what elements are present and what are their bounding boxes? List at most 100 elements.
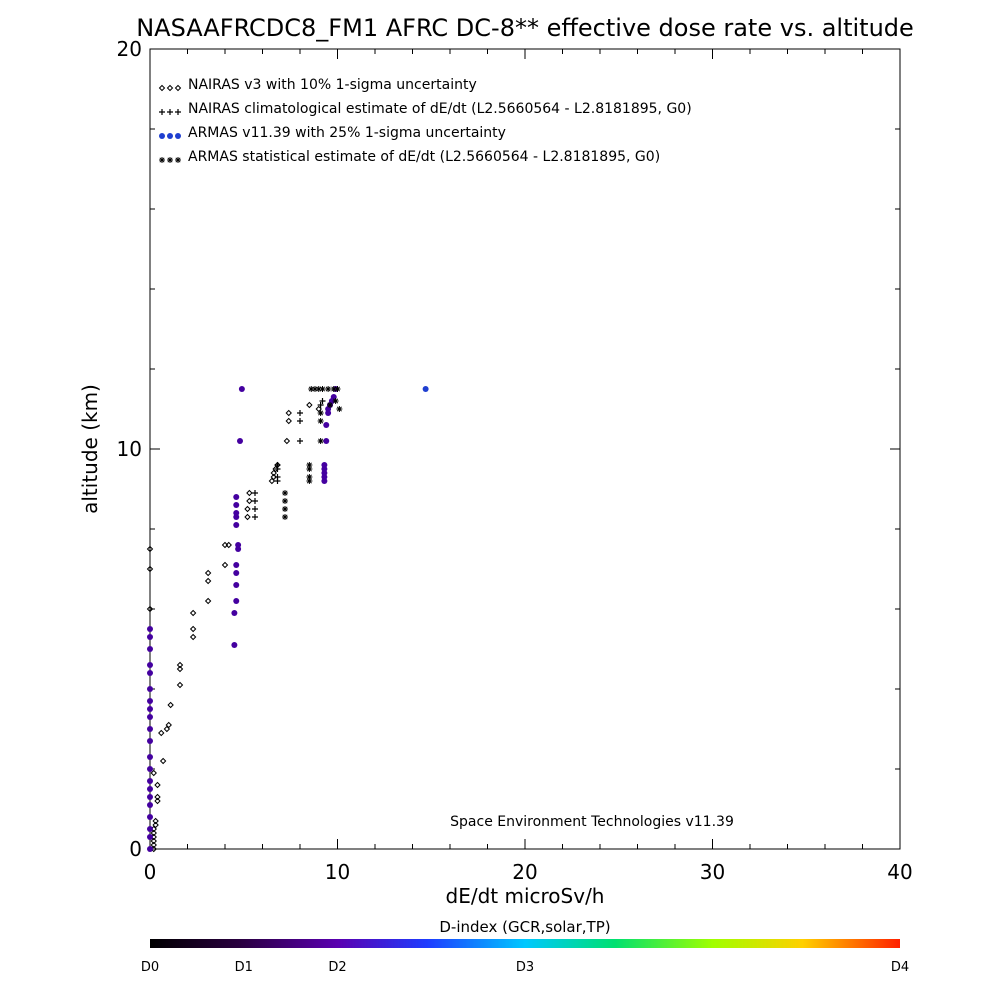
data-point xyxy=(147,834,153,840)
data-point xyxy=(246,497,253,505)
data-point xyxy=(319,386,326,392)
data-point xyxy=(147,714,153,720)
data-point xyxy=(233,522,240,528)
data-point xyxy=(147,646,153,652)
legend-marker xyxy=(175,133,181,139)
data-point xyxy=(282,498,288,504)
colorbar-label: D4 xyxy=(891,960,909,975)
data-point xyxy=(235,542,242,548)
data-point xyxy=(150,829,157,837)
data-point xyxy=(147,626,153,632)
data-point xyxy=(317,402,324,408)
x-tick-label: 20 xyxy=(512,860,537,884)
data-point xyxy=(283,437,291,445)
data-point xyxy=(152,817,159,825)
legend-marker xyxy=(167,109,173,115)
data-point xyxy=(297,438,303,444)
data-point xyxy=(163,725,171,733)
data-point xyxy=(317,418,324,424)
x-tick-label: 40 xyxy=(887,860,912,884)
plot-frame xyxy=(149,48,901,850)
data-point xyxy=(319,398,326,404)
data-point xyxy=(233,570,240,576)
legend-marker xyxy=(174,84,182,92)
data-point xyxy=(274,474,281,480)
data-point xyxy=(268,477,276,485)
data-point xyxy=(147,754,153,760)
data-point xyxy=(189,625,197,633)
data-point xyxy=(147,826,153,832)
data-point xyxy=(147,786,153,792)
data-point xyxy=(252,506,258,512)
data-point xyxy=(306,462,313,468)
legend-marker xyxy=(158,84,166,92)
data-point xyxy=(147,814,153,820)
data-point xyxy=(315,386,322,392)
data-point xyxy=(167,701,174,709)
legend: NAIRAS v3 with 10% 1-sigma uncertainty NA… xyxy=(158,77,692,165)
axis-ticks: 0 10 20 30 40 0 10 20 xyxy=(117,37,913,884)
data-point xyxy=(165,721,172,729)
data-points xyxy=(146,386,429,853)
data-point xyxy=(237,438,243,444)
data-point xyxy=(323,422,330,428)
data-point xyxy=(274,462,281,468)
data-point xyxy=(336,406,343,412)
data-point xyxy=(146,605,154,613)
colorbar-labels: D0 D1 D2 D3 D4 xyxy=(141,960,909,975)
data-point xyxy=(147,846,153,852)
data-point xyxy=(285,417,292,425)
data-point xyxy=(176,681,184,689)
data-point xyxy=(189,609,197,617)
data-point xyxy=(252,498,258,504)
data-point xyxy=(297,410,303,416)
data-point xyxy=(244,513,251,521)
data-point xyxy=(422,386,429,392)
data-point xyxy=(334,386,341,392)
legend-marker xyxy=(175,157,181,163)
data-point xyxy=(150,769,157,777)
data-point xyxy=(270,473,277,481)
data-point xyxy=(282,490,288,496)
data-point xyxy=(312,386,318,392)
data-point xyxy=(154,797,161,805)
x-tick-label: 10 xyxy=(325,860,350,884)
data-point xyxy=(244,505,251,513)
y-tick-label: 10 xyxy=(117,437,142,461)
data-point xyxy=(147,662,153,668)
data-point xyxy=(321,462,328,468)
legend-label: ARMAS v11.39 with 25% 1-sigma uncertaint… xyxy=(188,125,506,141)
data-point xyxy=(317,410,324,416)
chart-title: NASAAFRCDC8_FM1 AFRC DC-8** effective do… xyxy=(136,14,914,42)
y-tick-label: 20 xyxy=(117,37,142,61)
data-point xyxy=(147,802,153,808)
data-point xyxy=(204,569,212,577)
legend-label: NAIRAS v3 with 10% 1-sigma uncertainty xyxy=(188,77,477,93)
legend-marker xyxy=(166,84,174,92)
data-point xyxy=(158,729,165,737)
colorbar-label: D3 xyxy=(516,960,534,975)
legend-marker xyxy=(159,133,165,139)
data-point xyxy=(270,469,277,477)
data-point xyxy=(297,418,303,424)
data-point xyxy=(306,401,313,409)
data-point xyxy=(159,757,167,765)
data-point xyxy=(147,726,153,732)
data-point xyxy=(147,766,153,772)
credit-text: Space Environment Technologies v11.39 xyxy=(450,814,734,830)
data-point xyxy=(233,562,240,568)
legend-label: ARMAS statistical estimate of dE/dt (L2.… xyxy=(188,149,660,165)
data-point xyxy=(150,837,157,845)
data-point xyxy=(147,778,153,784)
data-point xyxy=(221,561,229,569)
colorbar-label: D0 xyxy=(141,960,159,975)
data-point xyxy=(152,821,159,829)
data-point xyxy=(176,661,184,669)
data-point xyxy=(308,386,315,392)
data-point xyxy=(332,398,339,404)
y-axis-label: altitude (km) xyxy=(78,384,102,514)
data-point xyxy=(204,597,212,605)
data-point xyxy=(146,545,154,553)
